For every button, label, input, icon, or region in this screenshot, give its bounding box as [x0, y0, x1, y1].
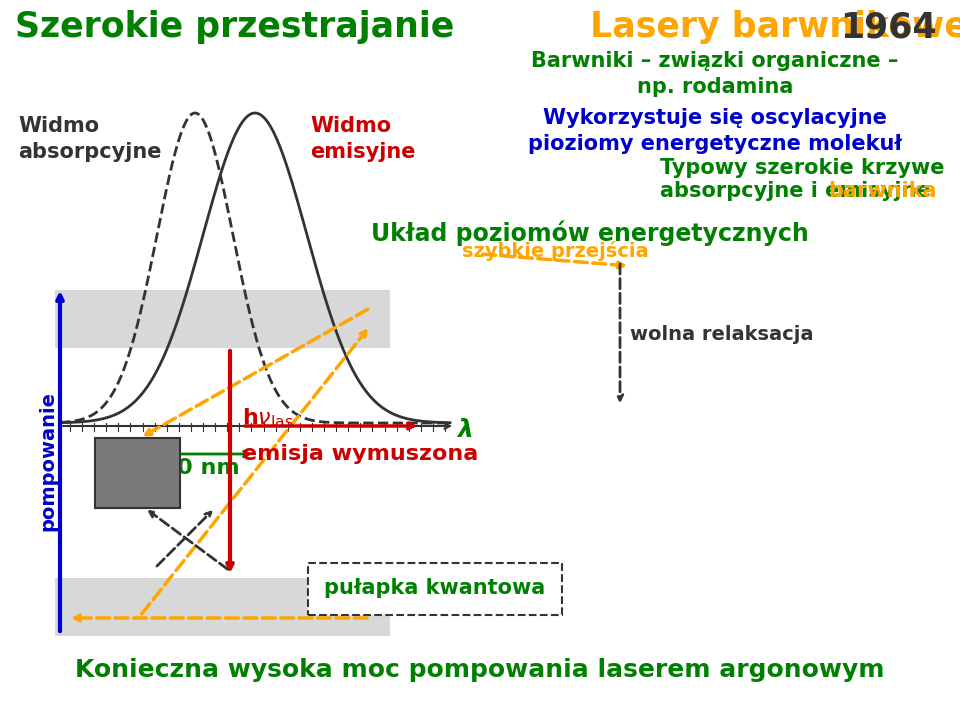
Text: Typowy szerokie krzywe: Typowy szerokie krzywe [660, 158, 945, 178]
Text: h$\nu_{\mathsf{las}}$: h$\nu_{\mathsf{las}}$ [242, 406, 294, 430]
Bar [55, 578, 390, 636]
Text: 100 nm: 100 nm [146, 458, 240, 478]
Text: barwnika: barwnika [828, 181, 937, 201]
Text: absorpcyjne i emisyjne: absorpcyjne i emisyjne [660, 181, 938, 201]
Text: Widmo
absorpcyjne: Widmo absorpcyjne [18, 116, 161, 163]
Bar [95, 438, 180, 508]
Text: Widmo
emisyjne: Widmo emisyjne [310, 116, 416, 163]
Text: 1964: 1964 [840, 10, 937, 44]
Text: Lasery barwnikowe: Lasery barwnikowe [590, 10, 960, 44]
Text: szybkie przejścia: szybkie przejścia [462, 241, 648, 261]
Text: wolna relaksacja: wolna relaksacja [630, 324, 813, 344]
Text: Konieczna wysoka moc pompowania laserem argonowym: Konieczna wysoka moc pompowania laserem … [75, 658, 885, 682]
Text: Układ poziomów energetycznych: Układ poziomów energetycznych [372, 221, 809, 246]
Text: Barwniki – związki organiczne –
np. rodamina: Barwniki – związki organiczne – np. roda… [531, 51, 899, 97]
Bar [55, 290, 390, 348]
Text: Wykorzystuje się oscylacyjne
pioziomy energetyczne molekuł: Wykorzystuje się oscylacyjne pioziomy en… [528, 108, 902, 155]
FancyBboxPatch shape [308, 563, 562, 615]
Text: pompowanie: pompowanie [38, 391, 58, 531]
Text: λ: λ [457, 418, 473, 442]
Text: Szerokie przestrajanie: Szerokie przestrajanie [15, 10, 455, 44]
Text: emisja wymuszona: emisja wymuszona [242, 444, 478, 464]
Text: pułapka kwantowa: pułapka kwantowa [324, 578, 545, 598]
